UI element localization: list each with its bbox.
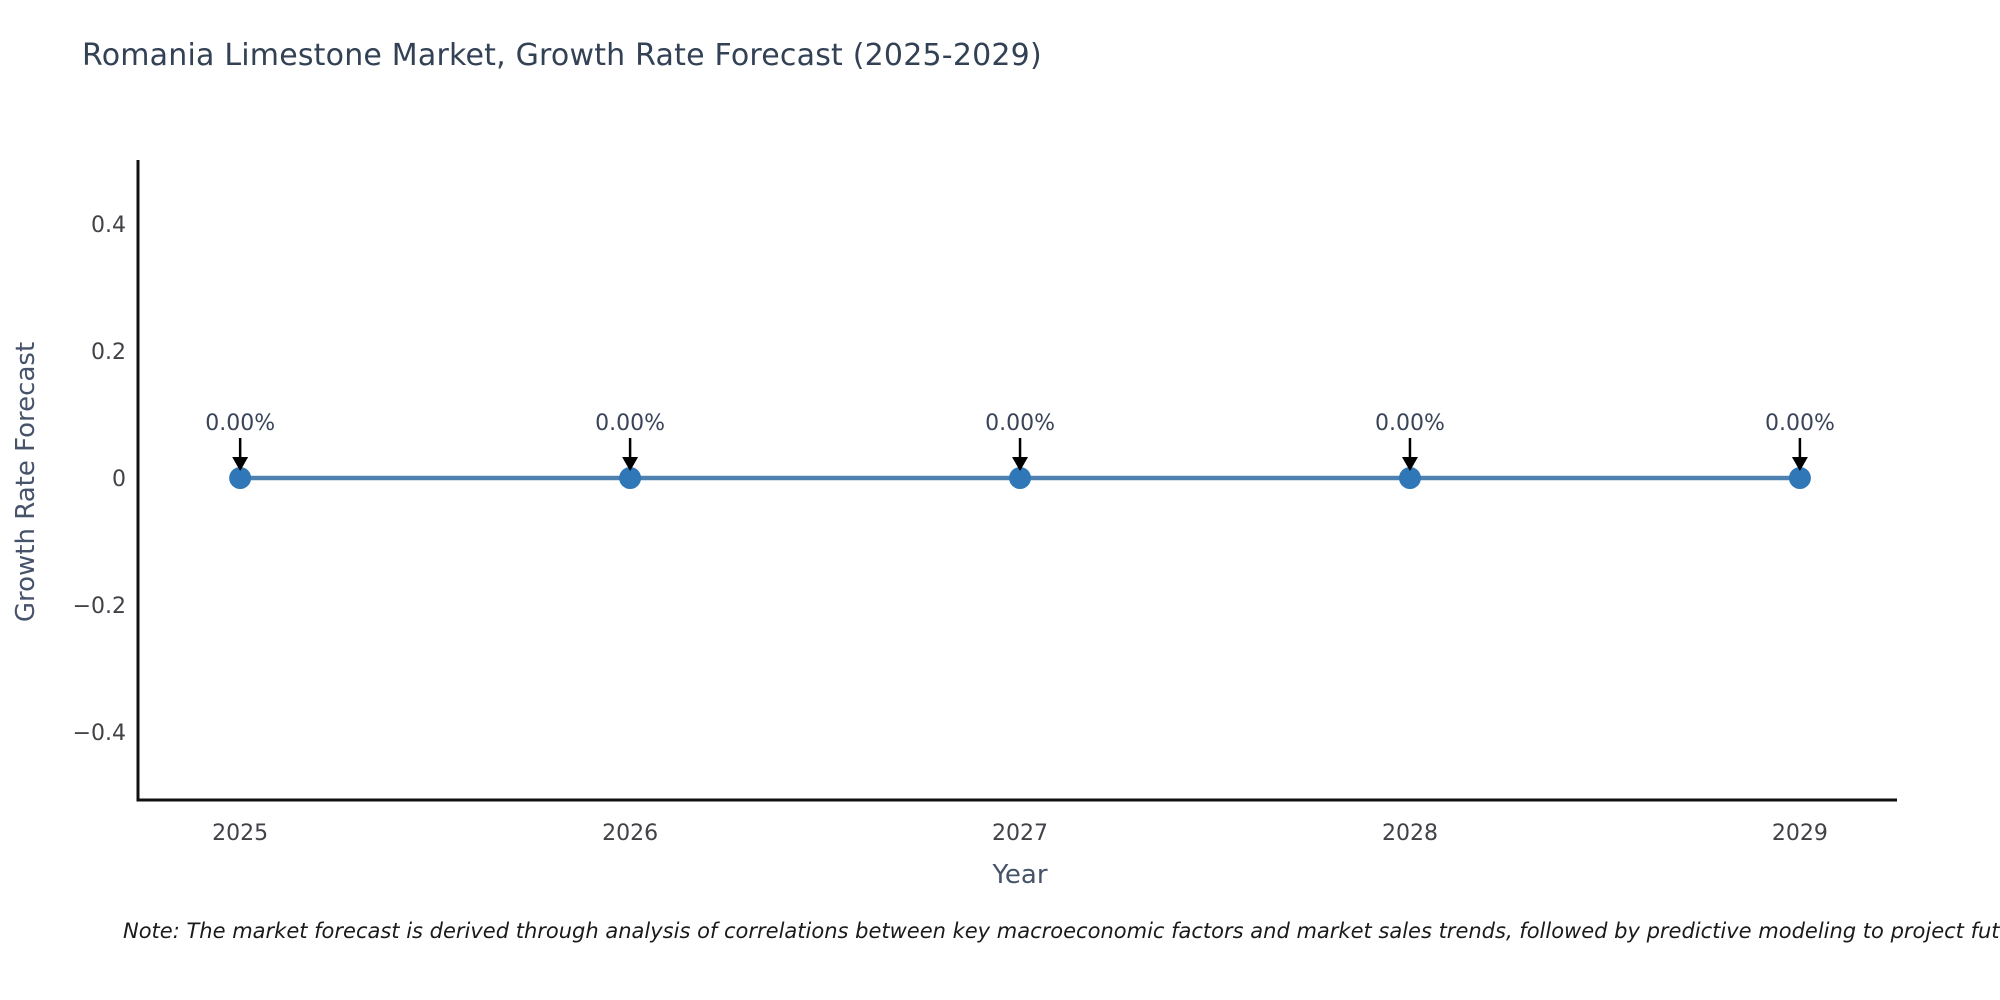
x-tick-label: 2026 <box>602 821 658 846</box>
data-point-label: 0.00% <box>1765 411 1835 436</box>
y-tick-label: −0.2 <box>73 594 126 619</box>
data-point-marker <box>1398 467 1421 490</box>
annotation-arrow-head <box>1791 457 1808 472</box>
data-point-marker <box>1788 467 1811 490</box>
data-point-marker <box>229 467 252 490</box>
x-axis-label: Year <box>992 860 1048 890</box>
data-point-label: 0.00% <box>1375 411 1445 436</box>
annotation-arrow-head <box>232 457 249 472</box>
y-tick-label: 0 <box>112 467 126 492</box>
y-tick-label: 0.4 <box>91 213 126 238</box>
data-point-label: 0.00% <box>595 411 665 436</box>
x-tick-label: 2027 <box>992 821 1048 846</box>
x-tick-label: 2028 <box>1382 821 1438 846</box>
data-point-marker <box>1009 467 1032 490</box>
x-tick-label: 2029 <box>1772 821 1828 846</box>
data-point-label: 0.00% <box>205 411 275 436</box>
chart-title: Romania Limestone Market, Growth Rate Fo… <box>82 38 1042 73</box>
annotation-arrow-head <box>1012 457 1029 472</box>
footnote: Note: The market forecast is derived thr… <box>123 919 2000 943</box>
data-point-label: 0.00% <box>985 411 1055 436</box>
y-tick-label: −0.4 <box>73 721 126 746</box>
y-tick-label: 0.2 <box>91 340 126 365</box>
x-tick-label: 2025 <box>212 821 268 846</box>
annotation-arrow-head <box>622 457 639 472</box>
annotation-arrow-head <box>1401 457 1418 472</box>
data-point-marker <box>619 467 642 490</box>
